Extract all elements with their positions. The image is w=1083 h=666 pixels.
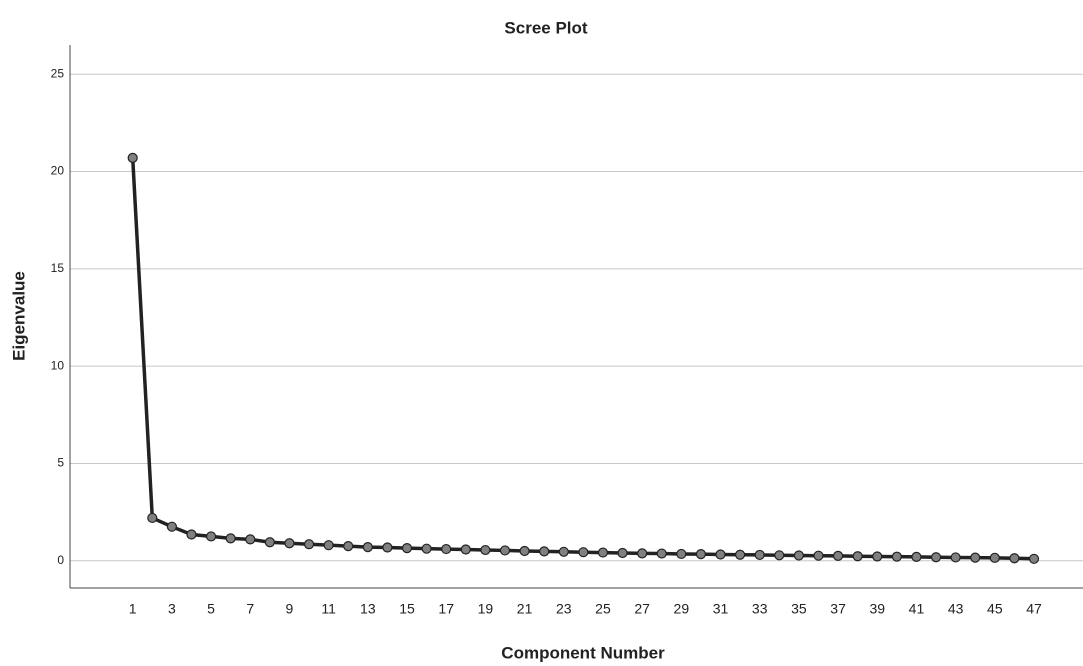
point (148, 513, 157, 522)
x-tick-label: 13 (360, 601, 376, 617)
x-tick-label: 11 (321, 601, 336, 617)
x-tick-label: 17 (438, 601, 454, 617)
y-tick-label: 0 (57, 553, 64, 567)
point (500, 546, 509, 555)
x-tick-label: 1 (129, 601, 137, 617)
point (814, 551, 823, 560)
point (559, 547, 568, 556)
point (128, 153, 137, 162)
x-tick-label: 35 (791, 601, 807, 617)
point (246, 535, 255, 544)
y-tick-label: 20 (51, 164, 65, 178)
x-tick-label: 33 (752, 601, 768, 617)
point (873, 552, 882, 561)
y-tick-label: 5 (57, 456, 64, 470)
y-tick-label: 25 (51, 66, 65, 80)
point (226, 534, 235, 543)
x-tick-label: 19 (478, 601, 494, 617)
point (990, 553, 999, 562)
x-tick-label: 47 (1026, 601, 1042, 617)
point (696, 550, 705, 559)
x-tick-label: 43 (948, 601, 964, 617)
chart-title: Scree Plot (504, 18, 587, 37)
point (794, 551, 803, 560)
point (442, 545, 451, 554)
point (167, 522, 176, 531)
x-tick-label: 25 (595, 601, 611, 617)
point (775, 551, 784, 560)
x-tick-label: 5 (207, 601, 215, 617)
point (422, 544, 431, 553)
point (579, 548, 588, 557)
point (853, 552, 862, 561)
chart: Scree Plot Component Number Eigenvalue 0… (0, 0, 1083, 666)
x-tick-label: 9 (286, 601, 294, 617)
point (618, 548, 627, 557)
point (638, 549, 647, 558)
point (540, 547, 549, 556)
y-axis-label: Eigenvalue (9, 271, 28, 361)
point (520, 547, 529, 556)
x-tick-label: 15 (399, 601, 415, 617)
y-tick-label: 10 (51, 358, 65, 372)
scree-line (133, 158, 1034, 559)
point (716, 550, 725, 559)
x-tick-label: 23 (556, 601, 572, 617)
point (461, 545, 470, 554)
x-axis-label: Component Number (501, 643, 665, 662)
point (951, 553, 960, 562)
x-tick-label: 7 (246, 601, 254, 617)
point (265, 538, 274, 547)
point (892, 552, 901, 561)
point (207, 532, 216, 541)
x-tick-label: 31 (713, 601, 729, 617)
point (383, 543, 392, 552)
point (481, 546, 490, 555)
point (324, 541, 333, 550)
point (657, 549, 666, 558)
x-tick-label: 29 (674, 601, 690, 617)
point (912, 552, 921, 561)
point (755, 550, 764, 559)
point (598, 548, 607, 557)
point (1010, 554, 1019, 563)
point (834, 551, 843, 560)
point (285, 539, 294, 548)
x-tick-label: 45 (987, 601, 1003, 617)
x-tick-label: 37 (830, 601, 846, 617)
point (305, 540, 314, 549)
x-tick-label: 39 (869, 601, 885, 617)
point (344, 542, 353, 551)
point (932, 553, 941, 562)
x-tick-label: 27 (634, 601, 650, 617)
x-tick-label: 3 (168, 601, 176, 617)
x-tick-label: 21 (517, 601, 533, 617)
point (971, 553, 980, 562)
x-tick-label: 41 (909, 601, 925, 617)
point (677, 549, 686, 558)
point (1030, 554, 1039, 563)
point (736, 550, 745, 559)
point (363, 543, 372, 552)
y-tick-label: 15 (51, 261, 65, 275)
point (403, 544, 412, 553)
point (187, 530, 196, 539)
